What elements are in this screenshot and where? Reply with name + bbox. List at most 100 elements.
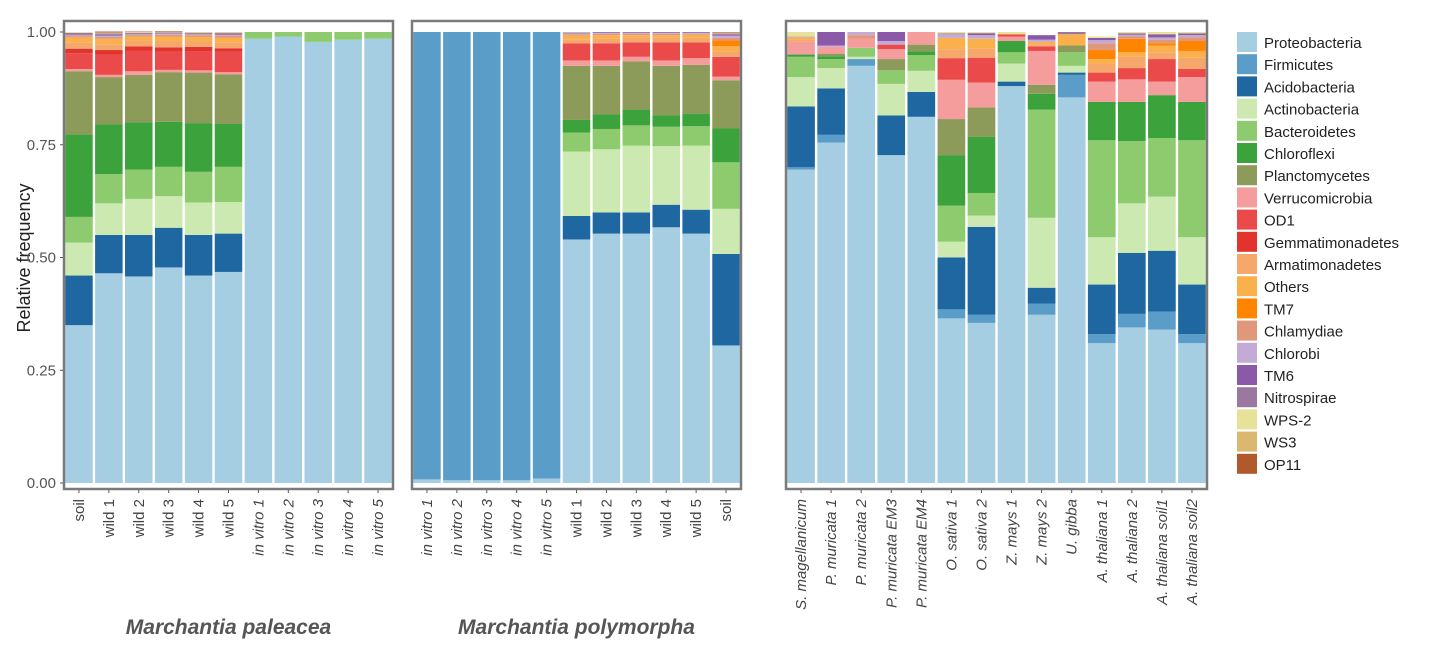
bar-segment-verrucomicrobia [622,56,651,62]
legend-item: WPS-2 [1237,409,1312,430]
bar-segment-proteobacteria [937,318,966,483]
bar-segment-verrucomicrobia [652,60,680,66]
bar-segment-others [1178,50,1206,58]
legend-swatch [1237,298,1257,319]
x-tick-label: Z. mays 1 [1004,499,1021,566]
bar-segment-proteobacteria [244,38,273,483]
bar-segment-verrucomicrobia [562,60,591,66]
bar-segment-planctomycetes [907,44,936,52]
bar-segment-armatimonadetes [652,37,680,43]
bar-segment-bacteroidetes [817,59,845,69]
bar-segment-others [652,35,680,38]
bar-segment-chlorobi [817,45,845,47]
bar-segment-proteobacteria [184,275,213,483]
x-tick-label: wild 2 [598,499,615,538]
bar-segment-bacteroidetes [1057,52,1086,66]
bar-in-vitro-3 [473,32,501,483]
bar-segment-proteobacteria [877,155,906,484]
bar-segment-armatimonadetes [937,49,966,59]
bar-segment-others [712,45,740,52]
legend-item: Acidobacteria [1237,76,1356,97]
bar-segment-armatimonadetes [184,41,213,47]
bar-segment-actinobacteria [877,83,906,116]
bar-segment-actinobacteria [787,77,815,107]
bar-segment-od1 [562,43,591,61]
bar-segment-nitrospirae [967,32,996,34]
x-tick-label: wild 1 [101,499,118,538]
bar-segment-others [592,35,621,39]
bar-segment-bacteroidetes [787,56,815,78]
bar-segment-tm6 [1148,34,1176,38]
bar-segment-verrucomicrobia [787,41,815,55]
bar-soil [65,32,93,483]
bar-segment-tm7 [1178,41,1206,51]
bar-segment-chlamydiae [562,34,591,36]
bar-segment-verrucomicrobia [154,69,183,73]
legend-swatch [1237,143,1257,163]
x-tick-label: soil [71,499,88,522]
bar-segment-acidobacteria [184,234,213,276]
bar-wild-2 [125,31,153,483]
bar-segment-actinobacteria [817,68,845,89]
panel-border [784,19,1209,491]
bar-segment-armatimonadetes [1117,56,1146,69]
legend-swatch [1237,431,1257,452]
legend-label: WPS-2 [1264,412,1312,429]
bar-segment-actinobacteria [125,198,153,235]
bar-segment-proteobacteria [473,480,501,483]
bar-segment-proteobacteria [532,478,561,483]
bar-segment-actinobacteria [937,241,966,258]
bar-segment-bacteroidetes [997,52,1026,64]
bar-segment-tm6 [1117,33,1146,35]
bar-segment-planctomycetes [817,53,845,57]
bar-segment-od1 [214,51,243,73]
bar-segment-actinobacteria [1087,237,1116,285]
bar-segment-proteobacteria [817,142,845,483]
bar-wild-4 [184,32,213,483]
panel-border [410,19,743,491]
legend-label: Others [1264,279,1309,296]
bar-segment-actinobacteria [847,56,876,60]
bar-in-vitro-5 [364,32,392,483]
bar-segment-od1 [997,34,1026,37]
legend-label: Bacteroidetes [1264,124,1356,141]
legend-label: Proteobacteria [1264,35,1362,52]
bar-segment-tm6 [967,33,996,36]
bar-soil [712,32,740,483]
bar-segment-others [967,38,996,49]
bar-segment-actinobacteria [652,146,680,205]
bar-segment-verrucomicrobia [877,49,906,60]
bar-segment-chlamydiae [214,35,243,38]
bar-segment-od1 [652,42,680,61]
bar-segment-od1 [712,56,740,77]
bar-segment-chlamydiae [125,35,153,37]
legend-item: Actinobacteria [1237,98,1360,119]
bar-segment-proteobacteria [997,86,1026,484]
bar-segment-acidobacteria [787,106,815,168]
bar-segment-verrucomicrobia [1117,79,1146,102]
bar-segment-wps-2 [997,32,1026,35]
bar-segment-nitrospirae [1057,32,1086,35]
bar-segment-verrucomicrobia [214,72,243,75]
x-tick-label: in vitro 1 [419,499,436,556]
x-tick-label: wild 3 [161,499,178,538]
legend-item: WS3 [1237,431,1297,452]
x-tick-label: soil [718,499,735,522]
bar-wild-3 [622,32,651,483]
bar-segment-proteobacteria [712,345,740,483]
x-tick-label: A. thaliana soil1 [1154,499,1171,606]
bar-segment-acidobacteria [907,91,936,117]
bar-segment-armatimonadetes [1087,63,1116,73]
legend-label: Gemmatimonadetes [1264,235,1399,252]
bar-segment-chloroflexi [817,56,845,60]
bar-segment-tm6 [1027,35,1056,40]
bar-wild-4 [652,32,680,483]
bar-segment-firmicutes [817,134,845,143]
x-tick-label: wild 1 [569,499,586,538]
bar-segment-proteobacteria [1087,343,1116,483]
bar-segment-proteobacteria [154,267,183,483]
bar-segment-others [214,37,243,43]
legend-label: TM6 [1264,368,1294,385]
bar-segment-firmicutes [1117,313,1146,328]
